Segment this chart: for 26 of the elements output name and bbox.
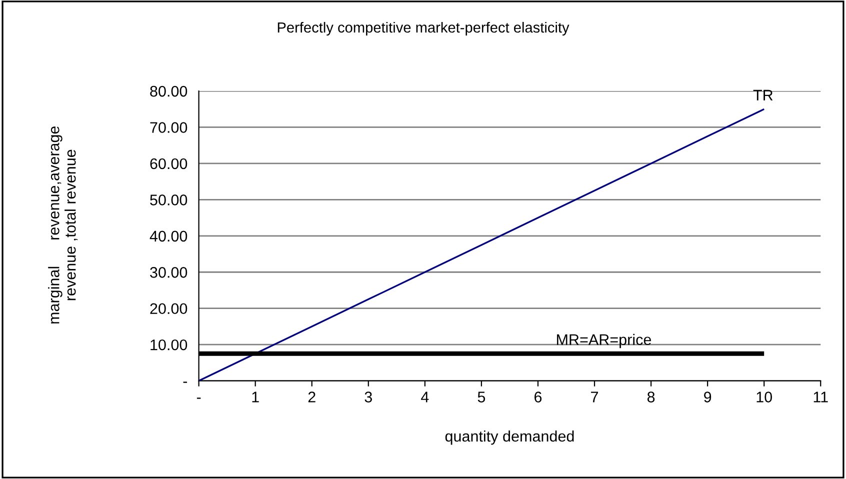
y-tick-label: -	[183, 382, 188, 383]
y-tick-label: 60.00	[150, 158, 188, 170]
y-tick-label: 30.00	[150, 267, 188, 278]
y-tick-label: 50.00	[150, 194, 188, 206]
x-tick-label: 9	[704, 392, 712, 402]
x-tick-label: 5	[478, 392, 486, 402]
line-series	[198, 108, 765, 381]
series-label: TR	[753, 90, 773, 100]
y-tick-label: 70.00	[150, 122, 188, 133]
y-tick-label: 20.00	[150, 303, 188, 314]
y-tick-label: 40.00	[150, 230, 188, 242]
x-tick-label: 6	[534, 392, 542, 402]
x-tick-label: 10	[756, 392, 772, 402]
x-tick-label: 2	[308, 392, 316, 402]
y-tick-label: 10.00	[150, 339, 188, 350]
x-tick-label: 8	[647, 392, 655, 402]
chart-title: Perfectly competitive market-perfect elasticity	[278, 22, 570, 36]
x-tick-label: 7	[591, 392, 598, 402]
x-tick-label: 4	[421, 392, 429, 402]
series-label: MR=AR=price	[557, 334, 652, 348]
x-axis-title: quantity demanded	[445, 430, 574, 445]
x-tick-label: 1	[252, 392, 259, 402]
y-axis-title: marginal revenue,average revenue ,total revenue	[48, 126, 78, 324]
x-tick-label: 11	[814, 392, 828, 402]
y-tick-label: 80.00	[150, 86, 188, 97]
x-tick-label: 3	[364, 392, 372, 402]
